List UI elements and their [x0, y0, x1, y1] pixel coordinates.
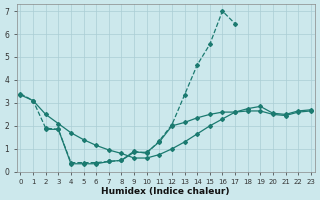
X-axis label: Humidex (Indice chaleur): Humidex (Indice chaleur): [101, 187, 230, 196]
